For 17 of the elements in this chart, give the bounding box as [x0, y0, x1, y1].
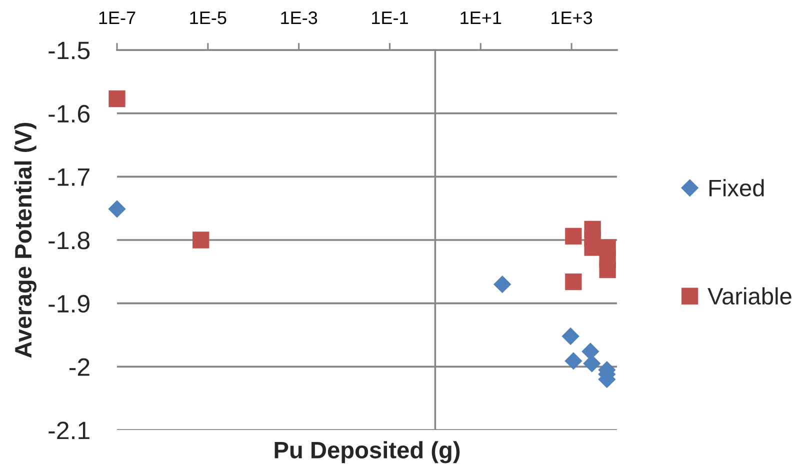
y-axis-title: Average Potential (V) [14, 122, 36, 358]
y-tick-label: -2.1 [48, 422, 90, 440]
y-tick-label: -1.8 [48, 232, 90, 250]
y-tick-label: -2 [69, 358, 90, 376]
x-tick-label: 1E+1 [460, 12, 502, 24]
x-tick-label: 1E-5 [190, 12, 226, 24]
legend-label: Variable [708, 287, 792, 305]
y-tick-label: -1.6 [48, 104, 90, 123]
y-tick-label: -1.7 [48, 168, 90, 186]
x-tick-label: 1E-7 [99, 12, 136, 24]
legend-label: Fixed [709, 179, 764, 196]
x-tick-label: 1E-1 [372, 12, 408, 24]
y-tick-label: -1.5 [48, 42, 90, 60]
x-tick-label: 1E-3 [281, 11, 318, 24]
x-axis-title: Pu Deposited (g) [274, 441, 460, 464]
y-tick-label: -1.9 [48, 294, 90, 313]
x-tick-label: 1E+3 [552, 11, 592, 24]
